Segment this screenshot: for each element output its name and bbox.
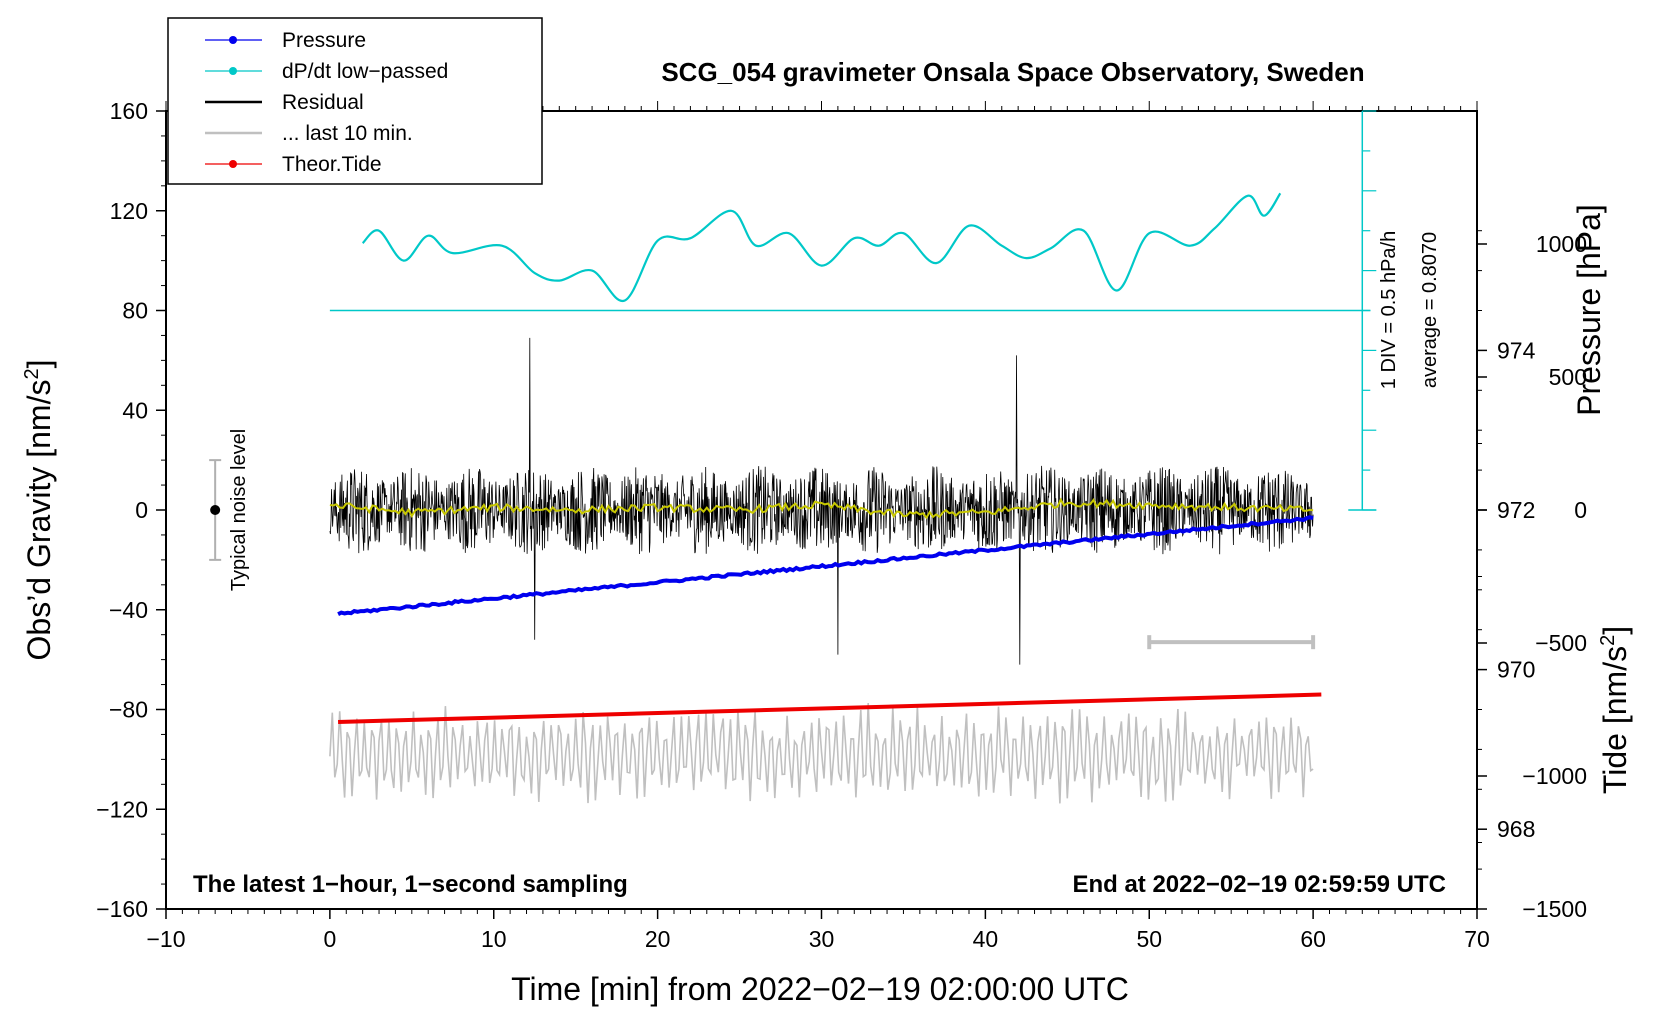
- tide-axis-ticks: 1000 500 0 −500 −1000 −1500: [1477, 231, 1587, 922]
- legend-marker: [229, 36, 237, 44]
- tide-tick-label: −500: [1535, 630, 1587, 656]
- smoothed-residual-line: [329, 497, 1314, 520]
- y-tick-label: 80: [122, 298, 148, 324]
- dpdt-average-label: average = 0.8070: [1419, 232, 1441, 388]
- x-tick-label: 0: [323, 926, 336, 952]
- legend-label: dP/dt low−passed: [282, 60, 448, 83]
- last-10-min-line: [329, 702, 1314, 804]
- legend-label: Theor.Tide: [282, 153, 382, 176]
- tide-tick-label: 500: [1549, 364, 1587, 390]
- tide-tick-label: 0: [1574, 497, 1587, 523]
- y-tick-label: 0: [135, 497, 148, 523]
- tide-tick-label: −1000: [1522, 763, 1587, 789]
- x-tick-label: 30: [809, 926, 835, 952]
- x-tick-label: 20: [645, 926, 671, 952]
- pressure-tick-label: 974: [1497, 337, 1536, 363]
- y-tick-label: −120: [96, 796, 148, 822]
- x-tick-label: −10: [146, 926, 185, 952]
- bottom-right-note: End at 2022−02−19 02:59:59 UTC: [1072, 871, 1446, 898]
- x-axis-ticks: −10 0 10 20 30 40 50 60 70: [146, 909, 1490, 952]
- legend: Pressure dP/dt low−passed Residual ... last…: [167, 17, 543, 185]
- y-tick-label: 160: [110, 98, 148, 124]
- pressure-axis-ticks: 974 972 970 968: [1477, 337, 1536, 842]
- tide-tick-label: 1000: [1536, 231, 1587, 257]
- legend-label: ... last 10 min.: [282, 122, 413, 145]
- residual-line: [329, 337, 1314, 665]
- series-residual-smoothed: [329, 497, 1314, 520]
- noise-level-label: Typical noise level: [228, 429, 250, 591]
- y-axis-label-left: Obs’d Gravity [nm/s2]: [21, 360, 57, 661]
- series-pressure: [337, 515, 1314, 616]
- pressure-tick-label: 972: [1497, 497, 1535, 523]
- y-axis-label-pressure: Pressure [hPa]: [1571, 204, 1607, 416]
- dpdt-line: [361, 192, 1282, 302]
- noise-bar-dot: [210, 505, 221, 515]
- legend-marker: [229, 67, 237, 75]
- tide-line: [338, 692, 1322, 724]
- x-tick-label: 50: [1136, 926, 1162, 952]
- y-tick-label: 120: [110, 198, 148, 224]
- y-tick-label: −80: [109, 697, 148, 723]
- legend-label: Residual: [282, 91, 364, 114]
- y-tick-label: −160: [96, 896, 148, 922]
- pressure-line: [337, 515, 1314, 616]
- bottom-left-note: The latest 1−hour, 1−second sampling: [193, 871, 628, 898]
- y-axis-ticks: −160 −120 −80 −40 0 40 80 120 160: [96, 98, 166, 922]
- series-last-10-min: [329, 702, 1314, 804]
- tide-tick-label: −1500: [1522, 896, 1587, 922]
- tide-helper: [338, 803, 1321, 824]
- legend-label: Pressure: [282, 29, 366, 52]
- x-tick-label: 70: [1464, 926, 1490, 952]
- pressure-tick-label: 968: [1497, 816, 1535, 842]
- dpdt-scale-label: 1 DIV = 0.5 hPa/h: [1378, 231, 1400, 389]
- series-dpdt: [329, 110, 1377, 511]
- x-tick-label: 40: [973, 926, 999, 952]
- y-tick-label: 40: [122, 397, 148, 423]
- x-tick-label: 60: [1300, 926, 1326, 952]
- series-theor-tide: [338, 692, 1322, 824]
- chart-title: SCG_054 gravimeter Onsala Space Observat…: [661, 57, 1364, 87]
- chart-decorations: [209, 459, 1316, 650]
- series-residual: [329, 337, 1314, 665]
- legend-entries: Pressure dP/dt low−passed Residual ... last…: [205, 29, 448, 176]
- y-tick-label: −40: [109, 597, 148, 623]
- y-axis-label-tide: Tide [nm/s2]: [1597, 626, 1633, 794]
- pressure-tick-label: 970: [1497, 657, 1535, 683]
- legend-marker: [229, 160, 237, 168]
- x-tick-label: 10: [481, 926, 507, 952]
- x-axis-label: Time [min] from 2022−02−19 02:00:00 UTC: [511, 971, 1129, 1007]
- frame-minor-ticks: [161, 101, 1482, 914]
